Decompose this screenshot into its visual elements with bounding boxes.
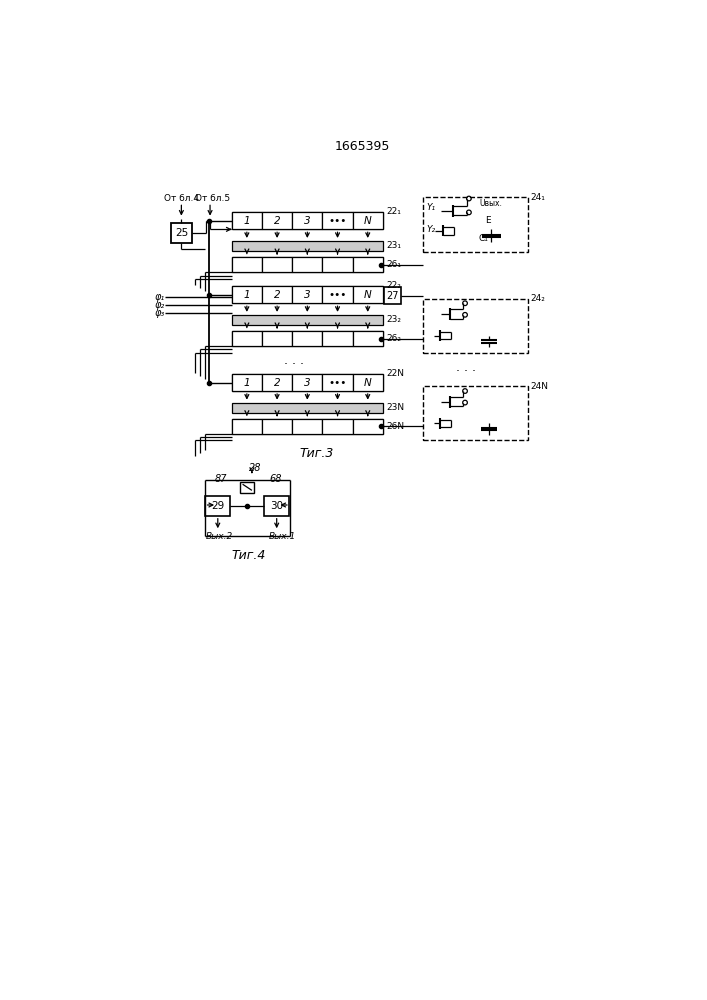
Bar xyxy=(232,286,262,303)
Text: 25: 25 xyxy=(175,228,188,238)
Bar xyxy=(232,315,383,325)
Text: 29: 29 xyxy=(211,501,224,511)
Bar xyxy=(232,257,383,272)
Text: 3: 3 xyxy=(304,378,310,388)
Text: 1: 1 xyxy=(243,378,250,388)
Text: •••: ••• xyxy=(328,378,346,388)
Bar xyxy=(262,212,292,229)
Bar xyxy=(262,419,292,434)
Bar xyxy=(353,331,383,346)
Bar xyxy=(322,419,353,434)
Text: 24₁: 24₁ xyxy=(530,192,545,202)
Bar xyxy=(232,257,262,272)
Bar xyxy=(322,212,353,229)
Bar xyxy=(232,212,262,229)
Text: 28: 28 xyxy=(249,463,262,473)
Text: 3: 3 xyxy=(304,290,310,300)
Bar xyxy=(353,257,383,272)
Text: . . .: . . . xyxy=(456,361,476,374)
Text: φ₂: φ₂ xyxy=(154,300,165,310)
Bar xyxy=(322,331,353,346)
Bar xyxy=(322,286,353,303)
Text: N: N xyxy=(364,216,372,226)
Text: 23₂: 23₂ xyxy=(386,315,401,324)
Text: Τиг.3: Τиг.3 xyxy=(300,447,334,460)
Text: 68: 68 xyxy=(269,474,281,484)
Bar xyxy=(292,331,322,346)
Text: Τиг.4: Τиг.4 xyxy=(232,549,266,562)
Bar xyxy=(232,286,383,303)
Bar xyxy=(292,286,322,303)
Bar xyxy=(232,241,383,251)
Text: N: N xyxy=(364,378,372,388)
Text: . . .: . . . xyxy=(284,354,304,367)
Text: 24₂: 24₂ xyxy=(530,294,545,303)
Text: 30: 30 xyxy=(270,501,284,511)
Text: 26₁: 26₁ xyxy=(386,260,401,269)
Bar xyxy=(206,496,230,516)
Bar xyxy=(292,374,322,391)
Text: Вых.2: Вых.2 xyxy=(206,532,233,541)
Bar xyxy=(232,331,383,346)
Text: 2: 2 xyxy=(274,290,281,300)
Text: Вых.1: Вых.1 xyxy=(269,532,296,541)
Text: Y₂: Y₂ xyxy=(426,225,436,234)
Bar xyxy=(322,257,353,272)
Text: Y₁: Y₁ xyxy=(426,203,436,212)
Text: 22₂: 22₂ xyxy=(386,281,401,290)
Text: E: E xyxy=(485,216,491,225)
Bar xyxy=(423,299,528,353)
Text: 27: 27 xyxy=(386,291,399,301)
Bar xyxy=(262,331,292,346)
Bar xyxy=(292,419,322,434)
Text: От бл.4: От бл.4 xyxy=(163,194,199,203)
Bar xyxy=(232,331,262,346)
Bar xyxy=(353,374,383,391)
Bar xyxy=(264,496,289,516)
Text: •••: ••• xyxy=(328,290,346,300)
Bar xyxy=(423,197,528,252)
Bar xyxy=(292,212,322,229)
Bar xyxy=(262,257,292,272)
Bar xyxy=(170,223,192,243)
Bar xyxy=(232,403,383,413)
Bar xyxy=(232,374,383,391)
Text: N: N xyxy=(364,290,372,300)
Bar xyxy=(292,257,322,272)
Bar xyxy=(353,212,383,229)
Text: 26N: 26N xyxy=(386,422,404,431)
Text: φ₃: φ₃ xyxy=(154,308,165,318)
Bar xyxy=(384,287,401,304)
Text: •••: ••• xyxy=(328,216,346,226)
Text: 3: 3 xyxy=(304,216,310,226)
Bar xyxy=(232,212,383,229)
Bar xyxy=(322,374,353,391)
Bar xyxy=(232,374,262,391)
Text: 2: 2 xyxy=(274,216,281,226)
Text: C₁: C₁ xyxy=(479,234,489,243)
Text: 22₁: 22₁ xyxy=(386,207,401,216)
Text: 24N: 24N xyxy=(530,382,548,391)
Bar xyxy=(262,286,292,303)
Text: φ₁: φ₁ xyxy=(154,292,165,302)
Bar xyxy=(423,386,528,440)
Text: Uвых.: Uвых. xyxy=(479,199,502,208)
Text: 22N: 22N xyxy=(386,369,404,378)
Text: От бл.5: От бл.5 xyxy=(195,194,230,203)
Bar xyxy=(232,419,383,434)
Bar xyxy=(262,374,292,391)
Text: 1665395: 1665395 xyxy=(335,140,390,153)
Text: 1: 1 xyxy=(243,216,250,226)
Text: 2: 2 xyxy=(274,378,281,388)
Text: 87: 87 xyxy=(215,474,227,484)
Text: 23N: 23N xyxy=(386,403,404,412)
Bar xyxy=(240,482,255,493)
Text: 23₁: 23₁ xyxy=(386,241,401,250)
Text: 26₂: 26₂ xyxy=(386,334,401,343)
Bar xyxy=(232,419,262,434)
Bar xyxy=(353,286,383,303)
Text: 1: 1 xyxy=(243,290,250,300)
Bar xyxy=(353,419,383,434)
